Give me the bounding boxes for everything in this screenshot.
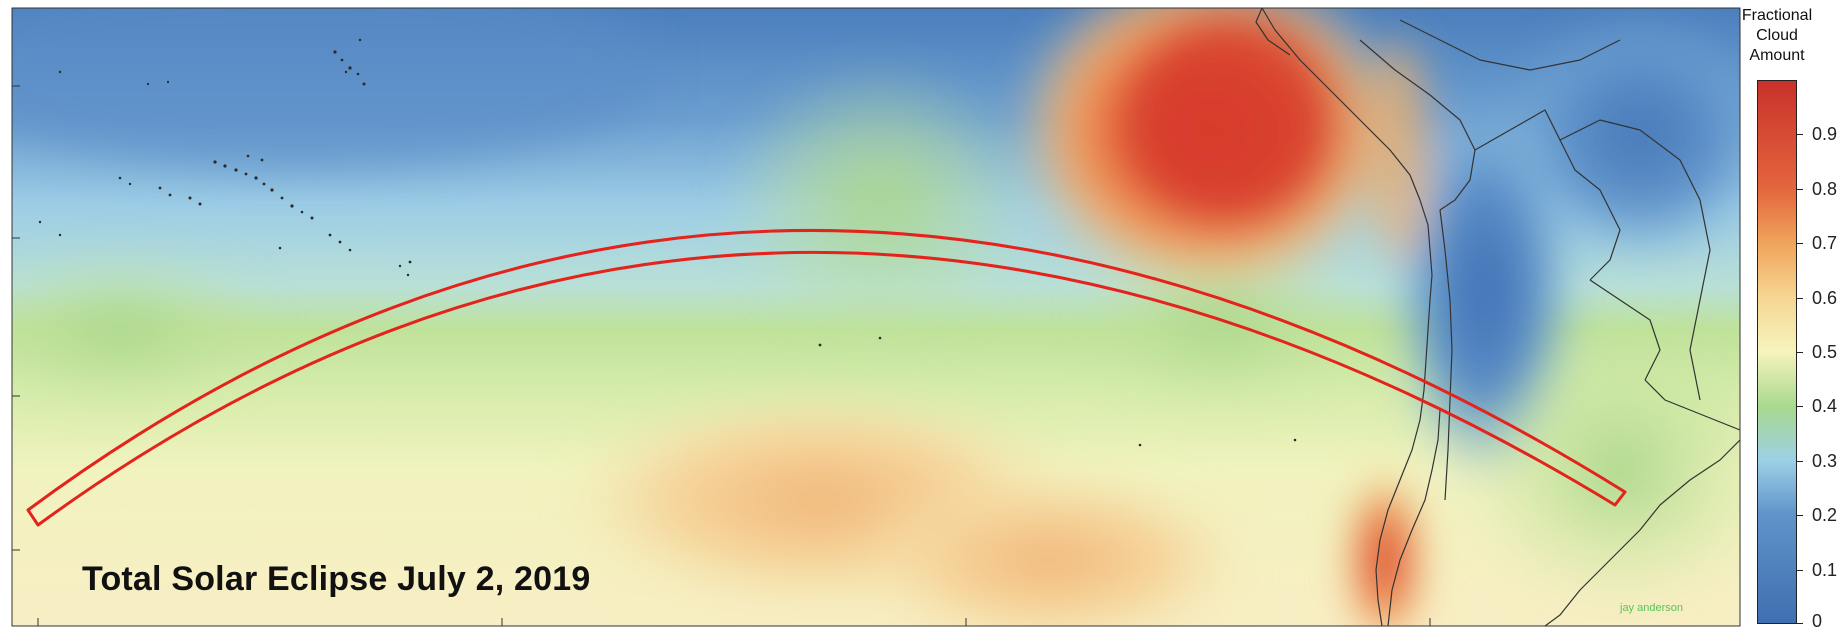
border-argentina-uruguay (1644, 379, 1740, 431)
colorbar-title-line-1: Fractional (1741, 7, 1813, 24)
coastline-argentina-east (1544, 439, 1740, 626)
cloud-blob-blue-pacific (12, 8, 660, 170)
colorbar-tick-mark (1797, 134, 1803, 136)
colorbar-tick-mark (1797, 406, 1803, 408)
colorbar-fill (1757, 80, 1797, 624)
border-argentina-chile (1439, 209, 1453, 501)
colorbar-tick-label: 0.9 (1812, 124, 1838, 145)
colorbar-title: Fractional Cloud Amount (1718, 6, 1836, 66)
cloud-blob-coast-orange (1370, 40, 1430, 260)
coastline-west-south-america (1261, 8, 1433, 626)
colorbar-tick-mark (1797, 460, 1803, 462)
border-brazil-east (1559, 119, 1711, 401)
cloud-blob-orange-sw (850, 470, 1250, 626)
colorbar-tick-mark (1797, 569, 1803, 571)
colorbar-tick-label: 0.4 (1812, 396, 1838, 417)
colorbar-tick-label: 0.5 (1812, 342, 1838, 362)
coastline-andes-east (1387, 409, 1441, 626)
border-paraguay (1589, 279, 1661, 381)
map-axis-ticks (12, 85, 1431, 626)
colorbar (1757, 80, 1797, 624)
author-credit: jay anderson (1620, 602, 1683, 614)
border-bolivia-brazil (1474, 109, 1621, 281)
map-frame (11, 7, 1741, 627)
border-peru-bolivia (1359, 39, 1476, 211)
colorbar-tick-mark (1797, 352, 1803, 353)
colorbar-tick-label: 0.6 (1812, 287, 1838, 308)
cloud-blob-green-west (12, 250, 280, 410)
land-outlines (1255, 8, 1740, 626)
colorbar-tick-mark (1797, 188, 1803, 190)
cloud-blob-green-central (720, 60, 1040, 340)
colorbar-tick-label: 0.1 (1812, 559, 1838, 580)
colorbar-tick-mark (1797, 243, 1803, 245)
cloud-blob-green-argentina (1460, 330, 1740, 610)
coastline-ecuador (1255, 8, 1291, 56)
colorbar-tick-label: 0.3 (1812, 450, 1838, 471)
border-brazil-north (1399, 19, 1621, 71)
colorbar-title-line-2: Cloud (1756, 27, 1798, 44)
cloud-blob-red-core (1120, 10, 1340, 230)
colorbar-tick-label: 0.7 (1812, 233, 1838, 254)
map-title: Total Solar Eclipse July 2, 2019 (82, 560, 591, 598)
cloud-blob-red-chile (1345, 470, 1425, 626)
eclipse-path (26, 228, 1627, 527)
colorbar-tick-label: 0.2 (1812, 505, 1838, 526)
colorbar-tick-label: 0.8 (1812, 178, 1838, 199)
colorbar-tick-mark (1797, 623, 1803, 624)
colorbar-tick-label: 0 (1812, 611, 1823, 631)
colorbar-title-line-3: Amount (1749, 47, 1805, 64)
colorbar-tick-mark (1797, 515, 1803, 517)
colorbar-tick-mark (1797, 297, 1803, 299)
cloud-blob-blue-brazil (1500, 10, 1740, 270)
pacific-islands (38, 38, 1297, 447)
